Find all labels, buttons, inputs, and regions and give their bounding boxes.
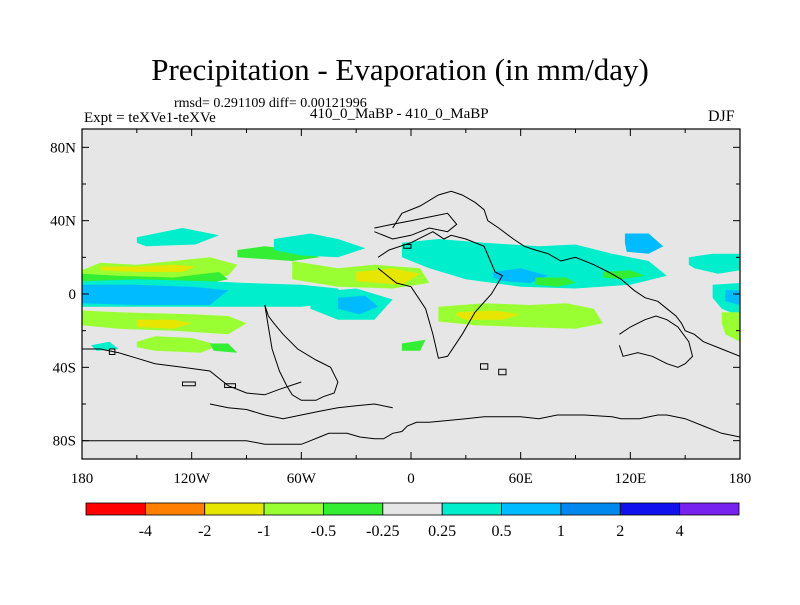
- colorbar-label: 0.25: [428, 523, 456, 540]
- continent-outline-layer: [82, 190, 740, 445]
- x-tick-label: 0: [407, 471, 415, 487]
- colorbar-box: [263, 502, 324, 516]
- chart-title: Precipitation - Evaporation (in mm/day): [151, 52, 649, 87]
- colorbar-label: 1: [557, 523, 565, 540]
- x-tick-label: 120E: [614, 471, 646, 487]
- contour-region-27: [401, 339, 426, 351]
- colorbar: -4 -2 -1 -0.5 -0.25 0.25 0.5 1 2 4: [85, 502, 740, 540]
- y-tick-label: 40S: [53, 360, 76, 376]
- africa-outline: [377, 231, 504, 359]
- contour-region-1: [100, 264, 196, 272]
- colorbar-label: -4: [139, 523, 152, 540]
- y-axis: 80N 40N 0 40S 80S: [50, 140, 740, 450]
- colorbar-label: -2: [198, 523, 211, 540]
- contour-region-17: [624, 233, 664, 254]
- x-tick-label: 60E: [509, 471, 533, 487]
- contour-region-4: [82, 284, 229, 305]
- colorbar-label: -1: [257, 523, 270, 540]
- x-tick-label: 120W: [173, 471, 211, 487]
- colorbar-box: [144, 502, 206, 516]
- contour-region-24: [721, 312, 740, 342]
- y-tick-label: 80S: [53, 434, 76, 450]
- south-america-outline: [264, 304, 339, 401]
- island-outline-5: [480, 363, 489, 370]
- contour-region-10: [273, 233, 366, 258]
- colorbar-box: [501, 502, 562, 516]
- season-label: DJF: [708, 108, 735, 125]
- rmsd-diff-label: rmsd= 0.291109 diff= 0.00121996: [174, 96, 367, 111]
- contour-region-8: [136, 228, 220, 247]
- colorbar-label: 2: [616, 523, 624, 540]
- australia-outline: [618, 315, 694, 368]
- contour-region-20: [456, 310, 521, 320]
- contour-region-19: [438, 303, 603, 329]
- contour-region-26: [209, 343, 238, 353]
- x-axis: 180 120W 60W 0 60E 120E 180: [71, 129, 752, 487]
- experiment-label: Expt = teXVe1-teXVe: [84, 110, 216, 126]
- antarctic-peninsula-outline: [209, 403, 393, 420]
- colorbar-label: -0.5: [311, 523, 336, 540]
- contour-region-25: [602, 270, 645, 280]
- colorbar-box: [85, 502, 146, 516]
- contour-region-16: [493, 268, 549, 283]
- y-tick-label: 80N: [50, 140, 76, 156]
- colorbar-box: [323, 502, 384, 516]
- island-outline-3: [403, 244, 412, 249]
- colorbar-label: -0.25: [366, 523, 399, 540]
- contour-region-18: [535, 277, 576, 287]
- contour-region-15: [401, 239, 667, 289]
- island-outline-1: [182, 381, 196, 387]
- colorbar-box: [560, 502, 621, 516]
- contour-region-14: [337, 295, 379, 315]
- colorbar-box: [204, 502, 265, 516]
- case-label: 410_0_MaBP - 410_0_MaBP: [310, 106, 489, 122]
- colorbar-box: [679, 502, 740, 516]
- contour-fill-layer: [82, 228, 740, 353]
- x-tick-label: 60W: [287, 471, 317, 487]
- y-tick-label: 0: [69, 287, 77, 303]
- colorbar-label: 0.5: [492, 523, 512, 540]
- colorbar-label: 4: [676, 523, 684, 540]
- island-outline-0: [108, 348, 116, 355]
- colorbar-box: [382, 502, 443, 516]
- eurasia-outline: [392, 190, 740, 357]
- contour-region-6: [136, 319, 192, 329]
- y-tick-label: 40N: [50, 214, 76, 230]
- colorbar-box: [441, 502, 502, 516]
- north-america-outline: [82, 348, 302, 396]
- island-outline-4: [498, 368, 507, 376]
- colorbar-box: [619, 502, 681, 516]
- x-tick-label: 180: [729, 471, 752, 487]
- antarctica-coastline: [82, 414, 740, 445]
- x-tick-label: 180: [71, 471, 94, 487]
- contour-region-21: [688, 253, 740, 274]
- contour-region-7: [136, 336, 220, 353]
- island-outline-2: [224, 383, 236, 388]
- greenland-island-outline: [374, 212, 458, 240]
